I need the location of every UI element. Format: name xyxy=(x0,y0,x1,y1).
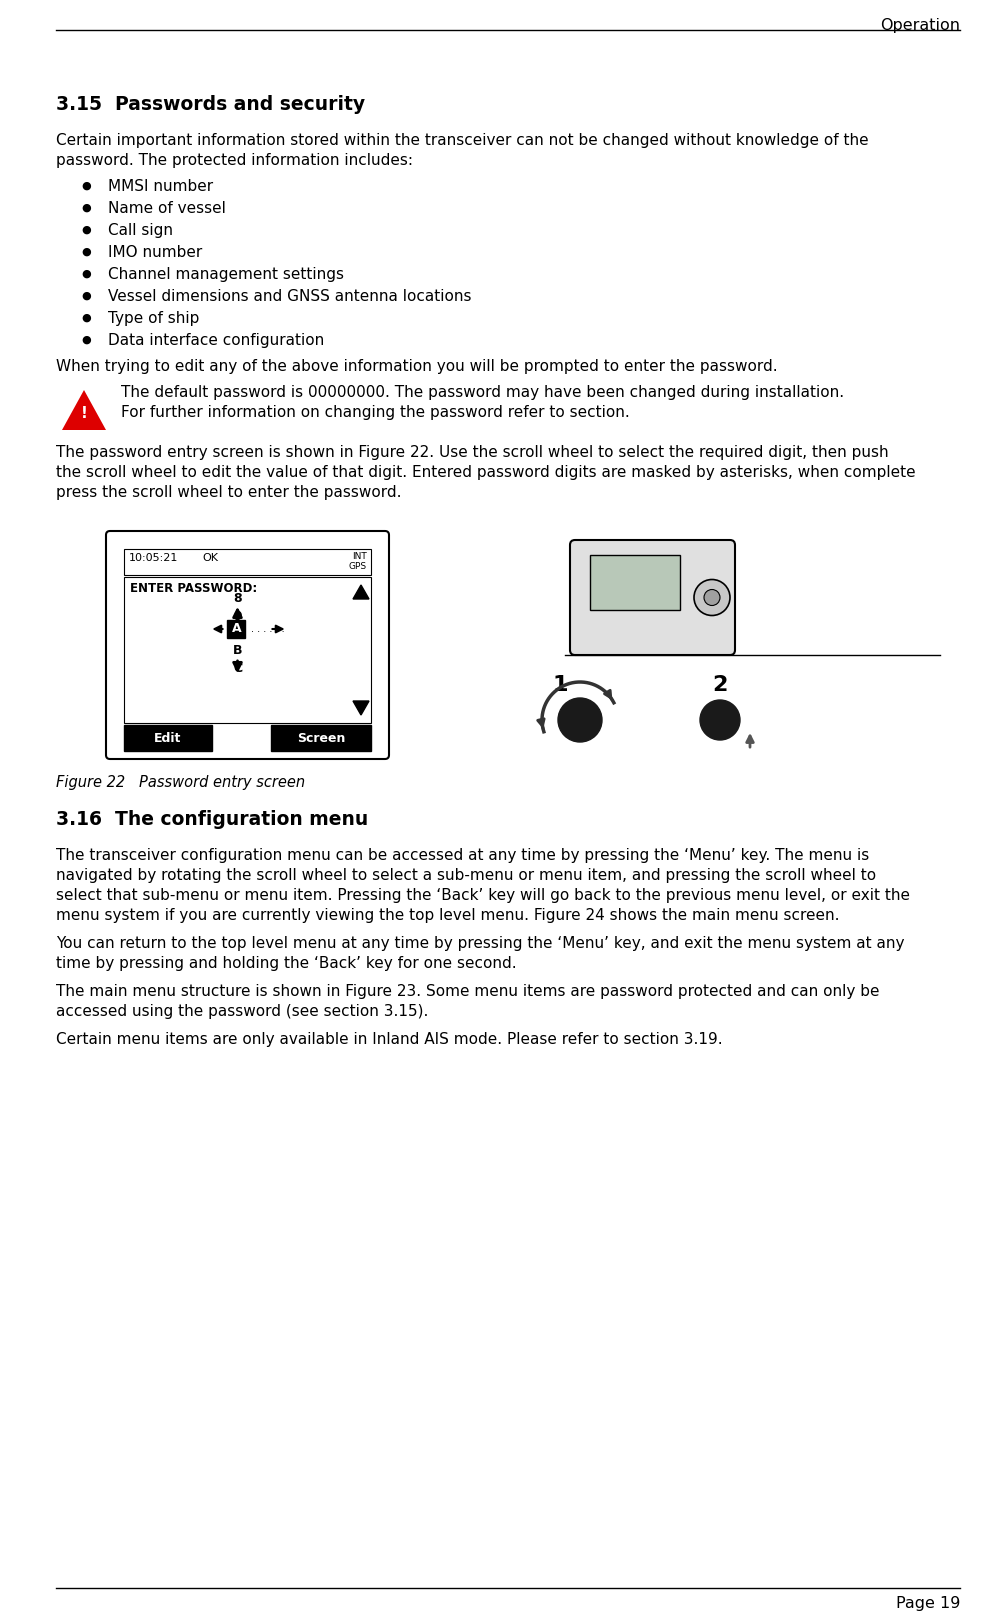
Text: ●: ● xyxy=(81,247,91,257)
Text: 10:05:21: 10:05:21 xyxy=(129,553,178,562)
Text: ENTER PASSWORD:: ENTER PASSWORD: xyxy=(130,582,258,595)
Text: MMSI number: MMSI number xyxy=(108,179,213,194)
FancyBboxPatch shape xyxy=(106,532,389,760)
Text: The transceiver configuration menu can be accessed at any time by pressing the ‘: The transceiver configuration menu can b… xyxy=(56,848,869,863)
Text: 8: 8 xyxy=(233,591,241,604)
Bar xyxy=(590,554,680,609)
Text: Screen: Screen xyxy=(297,732,345,745)
Text: Page 19: Page 19 xyxy=(895,1597,960,1611)
Text: time by pressing and holding the ‘Back’ key for one second.: time by pressing and holding the ‘Back’ … xyxy=(56,957,517,971)
Text: !: ! xyxy=(80,406,88,420)
Text: navigated by rotating the scroll wheel to select a sub-menu or menu item, and pr: navigated by rotating the scroll wheel t… xyxy=(56,868,876,882)
Text: IMO number: IMO number xyxy=(108,246,202,260)
Text: 1: 1 xyxy=(552,675,567,695)
Text: Vessel dimensions and GNSS antenna locations: Vessel dimensions and GNSS antenna locat… xyxy=(108,289,472,304)
Circle shape xyxy=(694,580,730,616)
Text: The password entry screen is shown in Figure 22. Use the scroll wheel to select : The password entry screen is shown in Fi… xyxy=(56,444,888,461)
Text: Certain important information stored within the transceiver can not be changed w: Certain important information stored wit… xyxy=(56,133,868,149)
Text: Type of ship: Type of ship xyxy=(108,310,199,326)
Circle shape xyxy=(700,700,740,740)
Text: Certain menu items are only available in Inland AIS mode. Please refer to sectio: Certain menu items are only available in… xyxy=(56,1033,722,1047)
Circle shape xyxy=(558,698,602,742)
Text: ●: ● xyxy=(81,181,91,191)
Text: C: C xyxy=(233,661,242,674)
Bar xyxy=(124,577,371,722)
Text: Figure 22   Password entry screen: Figure 22 Password entry screen xyxy=(56,776,305,790)
Bar xyxy=(124,549,371,575)
Bar xyxy=(227,621,245,638)
Circle shape xyxy=(704,590,720,606)
Text: accessed using the password (see section 3.15).: accessed using the password (see section… xyxy=(56,1004,429,1020)
Text: INT
GPS: INT GPS xyxy=(349,553,367,570)
Text: ●: ● xyxy=(81,335,91,344)
Polygon shape xyxy=(353,701,369,714)
Text: Channel management settings: Channel management settings xyxy=(108,267,344,283)
Text: The main menu structure is shown in Figure 23. Some menu items are password prot: The main menu structure is shown in Figu… xyxy=(56,984,879,999)
Text: 2: 2 xyxy=(712,675,727,695)
Text: Operation: Operation xyxy=(880,18,960,32)
Text: the scroll wheel to edit the value of that digit. Entered password digits are ma: the scroll wheel to edit the value of th… xyxy=(56,465,915,480)
Text: For further information on changing the password refer to section.: For further information on changing the … xyxy=(121,406,630,420)
Text: 3.15  Passwords and security: 3.15 Passwords and security xyxy=(56,95,365,115)
Text: . . . . . .: . . . . . . xyxy=(252,624,285,633)
Text: press the scroll wheel to enter the password.: press the scroll wheel to enter the pass… xyxy=(56,485,401,499)
Bar xyxy=(124,726,212,751)
Polygon shape xyxy=(62,389,106,430)
Text: ●: ● xyxy=(81,291,91,301)
Text: Name of vessel: Name of vessel xyxy=(108,200,226,217)
Text: A: A xyxy=(231,622,241,635)
Text: Edit: Edit xyxy=(154,732,182,745)
Text: select that sub-menu or menu item. Pressing the ‘Back’ key will go back to the p: select that sub-menu or menu item. Press… xyxy=(56,889,910,903)
Text: OK: OK xyxy=(202,553,218,562)
Text: ●: ● xyxy=(81,204,91,213)
FancyBboxPatch shape xyxy=(570,540,735,654)
Text: ●: ● xyxy=(81,314,91,323)
Text: When trying to edit any of the above information you will be prompted to enter t: When trying to edit any of the above inf… xyxy=(56,359,778,373)
Text: password. The protected information includes:: password. The protected information incl… xyxy=(56,154,413,168)
Polygon shape xyxy=(353,585,369,600)
Text: ●: ● xyxy=(81,225,91,234)
Text: ●: ● xyxy=(81,268,91,280)
Text: You can return to the top level menu at any time by pressing the ‘Menu’ key, and: You can return to the top level menu at … xyxy=(56,936,904,950)
Text: 3.16  The configuration menu: 3.16 The configuration menu xyxy=(56,810,368,829)
Bar xyxy=(271,726,371,751)
Text: menu system if you are currently viewing the top level menu. Figure 24 shows the: menu system if you are currently viewing… xyxy=(56,908,839,923)
Text: B: B xyxy=(232,643,242,656)
Text: 9: 9 xyxy=(233,609,241,622)
Text: Call sign: Call sign xyxy=(108,223,173,238)
Text: The default password is 00000000. The password may have been changed during inst: The default password is 00000000. The pa… xyxy=(121,385,844,401)
Text: Data interface configuration: Data interface configuration xyxy=(108,333,324,347)
